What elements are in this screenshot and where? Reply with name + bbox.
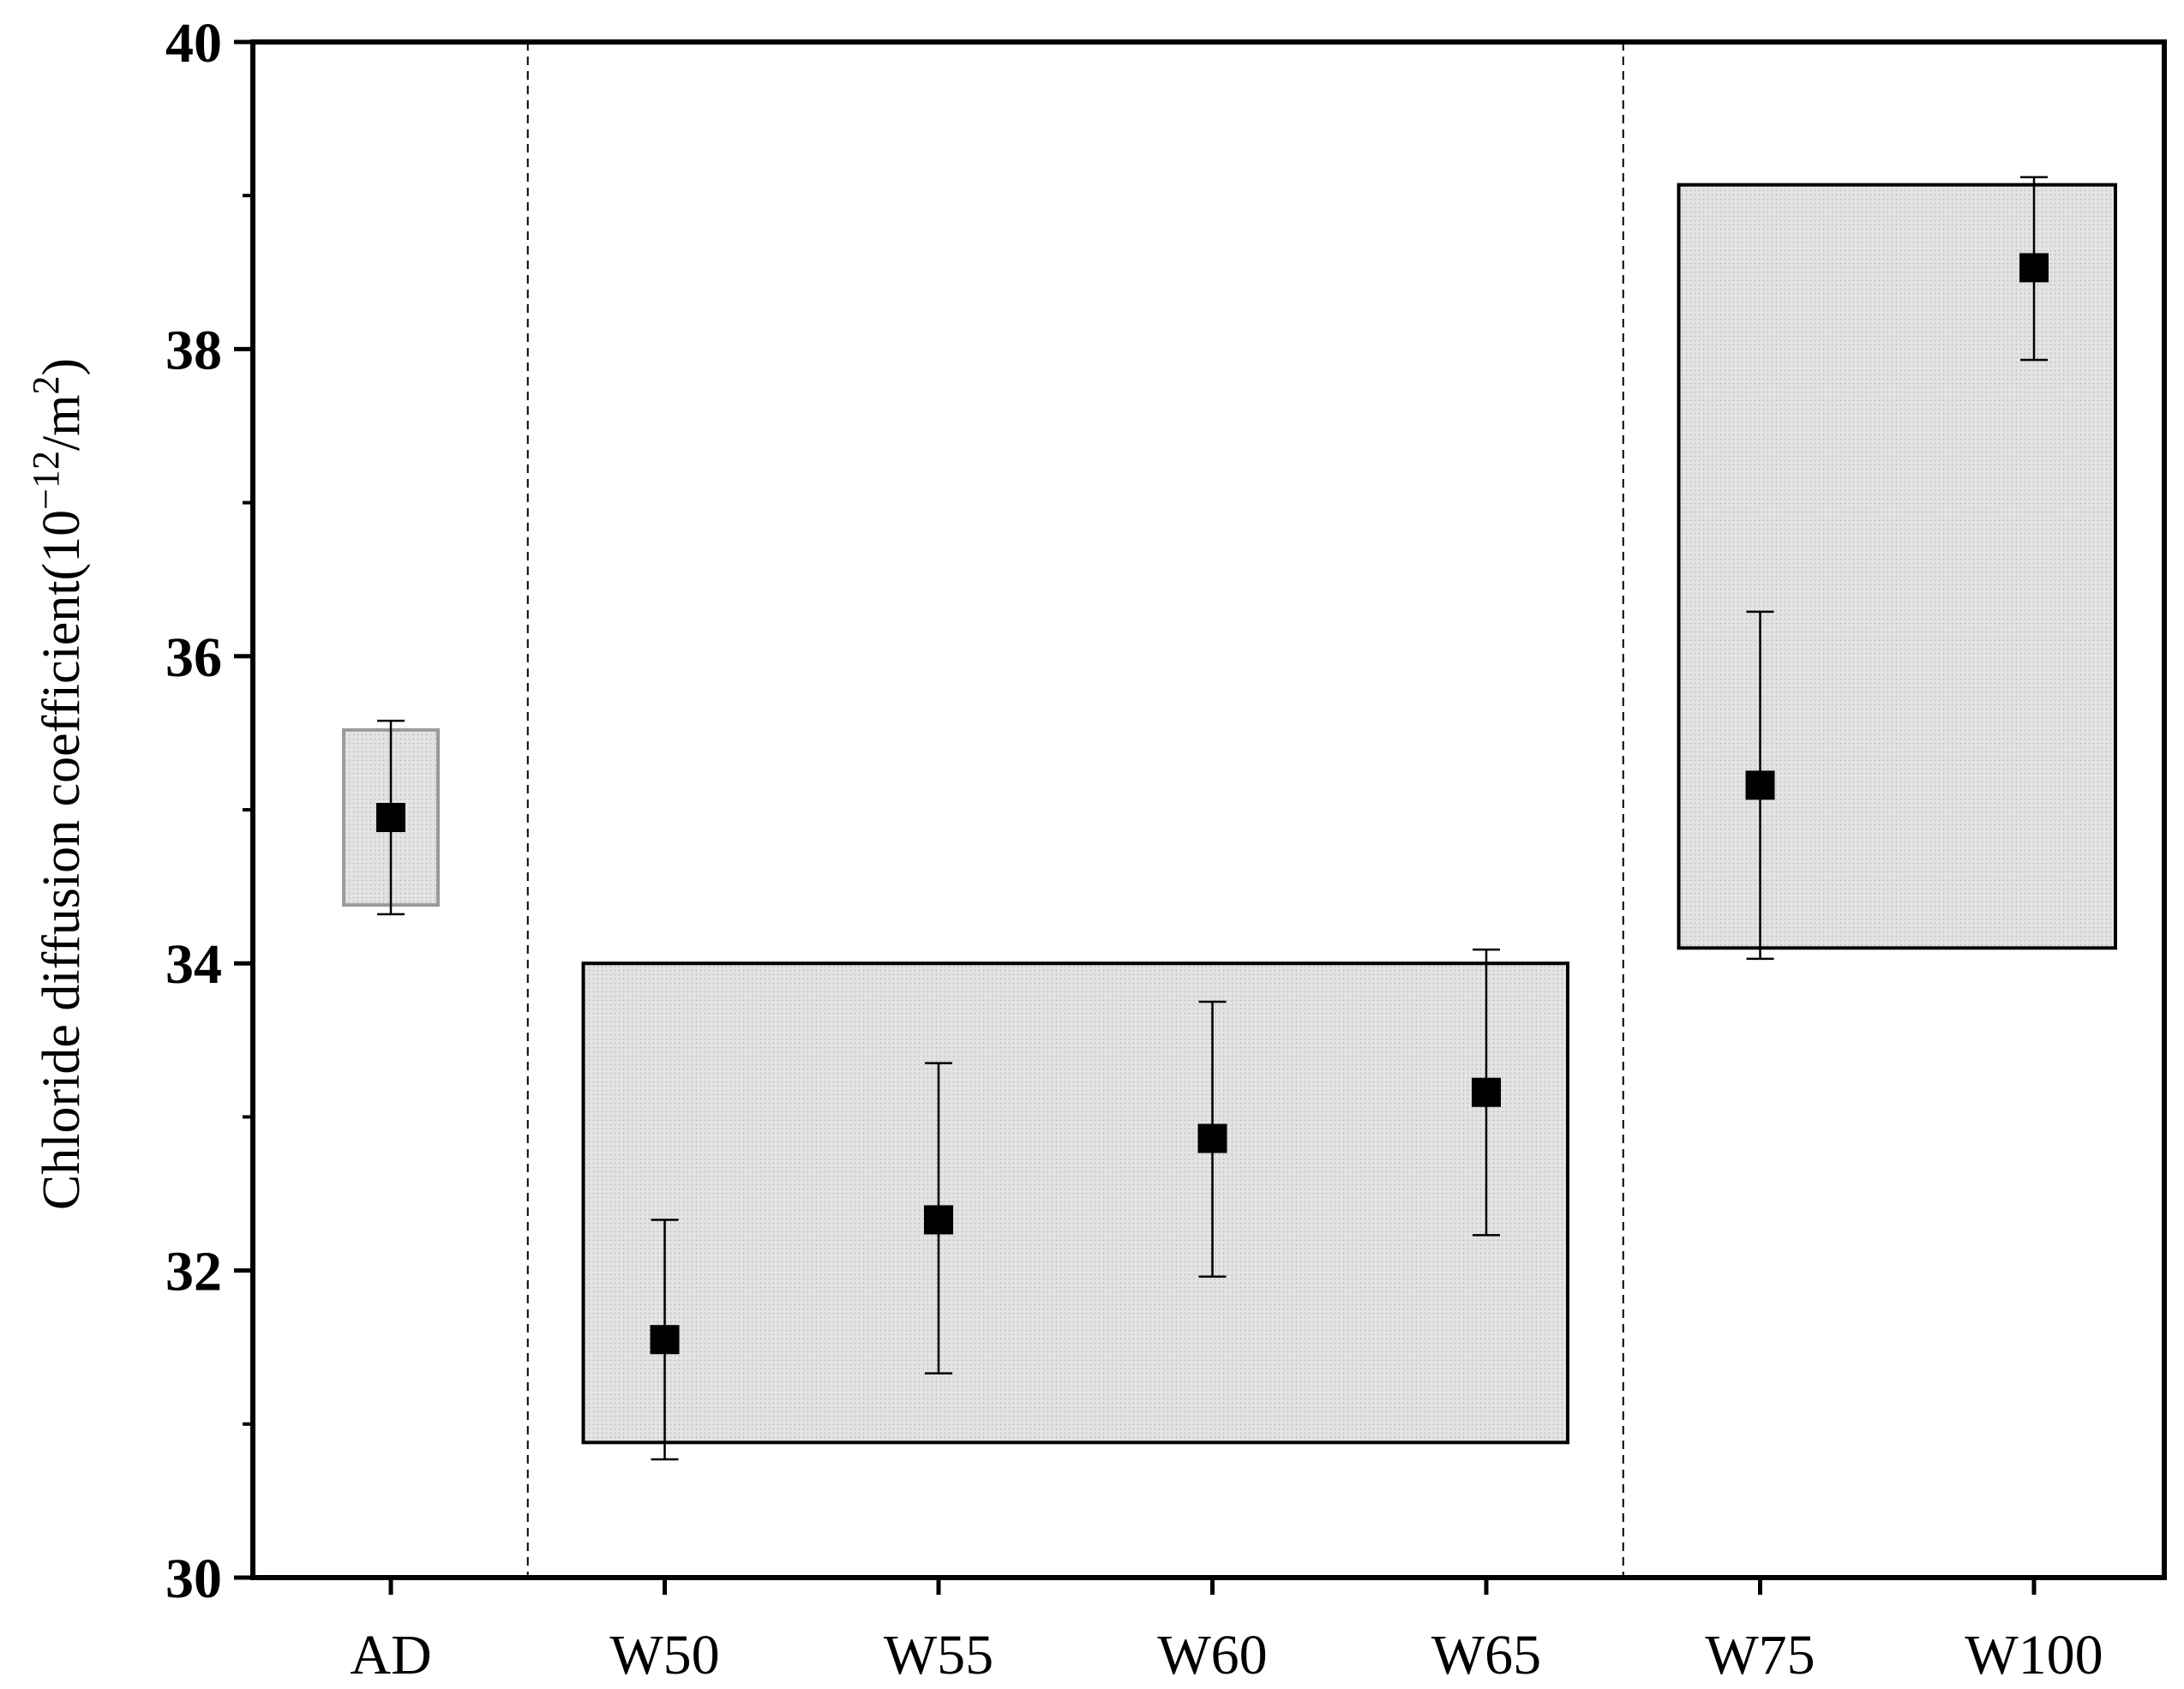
y-tick-label: 30 bbox=[165, 1548, 222, 1610]
x-tick-label-w100: W100 bbox=[1965, 1624, 2103, 1685]
y-axis-label-suffix: ) bbox=[33, 358, 91, 376]
data-point-w75 bbox=[1745, 770, 1775, 800]
shaded-region-2 bbox=[581, 961, 1569, 1445]
x-tick-label-w60: W60 bbox=[1157, 1624, 1267, 1685]
y-axis-label: Chloride diffusion coefficient(10−12/m2) bbox=[25, 358, 91, 1210]
x-tick-label-w55: W55 bbox=[884, 1624, 993, 1685]
y-axis-label-exp2: 2 bbox=[25, 376, 67, 395]
x-tick-label-w65: W65 bbox=[1431, 1624, 1541, 1685]
y-axis-label-middle: /m bbox=[33, 395, 91, 451]
x-tick-label-w50: W50 bbox=[609, 1624, 719, 1685]
shaded-regions bbox=[342, 183, 2117, 1445]
y-axis-label-exp1: −12 bbox=[25, 451, 67, 510]
data-point-w100 bbox=[2019, 253, 2049, 283]
data-point-w65 bbox=[1472, 1077, 1501, 1107]
x-axis: AD W50 W55 W60 W65 W75 W100 bbox=[350, 1578, 2103, 1686]
y-tick-label: 40 bbox=[165, 12, 222, 75]
y-tick-label: 32 bbox=[165, 1241, 222, 1303]
y-axis: 30 32 34 36 38 40 bbox=[165, 12, 253, 1610]
y-tick-label: 34 bbox=[165, 933, 222, 996]
y-tick-label: 38 bbox=[165, 319, 222, 381]
y-tick-label: 36 bbox=[165, 626, 222, 689]
group-separators bbox=[526, 42, 1624, 1578]
data-point-w55 bbox=[924, 1205, 953, 1235]
shaded-region-3 bbox=[1677, 183, 2117, 950]
x-tick-label-ad: AD bbox=[350, 1624, 431, 1685]
x-tick-label-w75: W75 bbox=[1705, 1624, 1815, 1685]
data-markers bbox=[376, 253, 2049, 1355]
data-point-w50 bbox=[650, 1325, 680, 1355]
data-point-ad bbox=[376, 802, 405, 832]
y-axis-label-prefix: Chloride diffusion coefficient(10 bbox=[33, 510, 91, 1210]
data-point-w60 bbox=[1197, 1123, 1227, 1153]
